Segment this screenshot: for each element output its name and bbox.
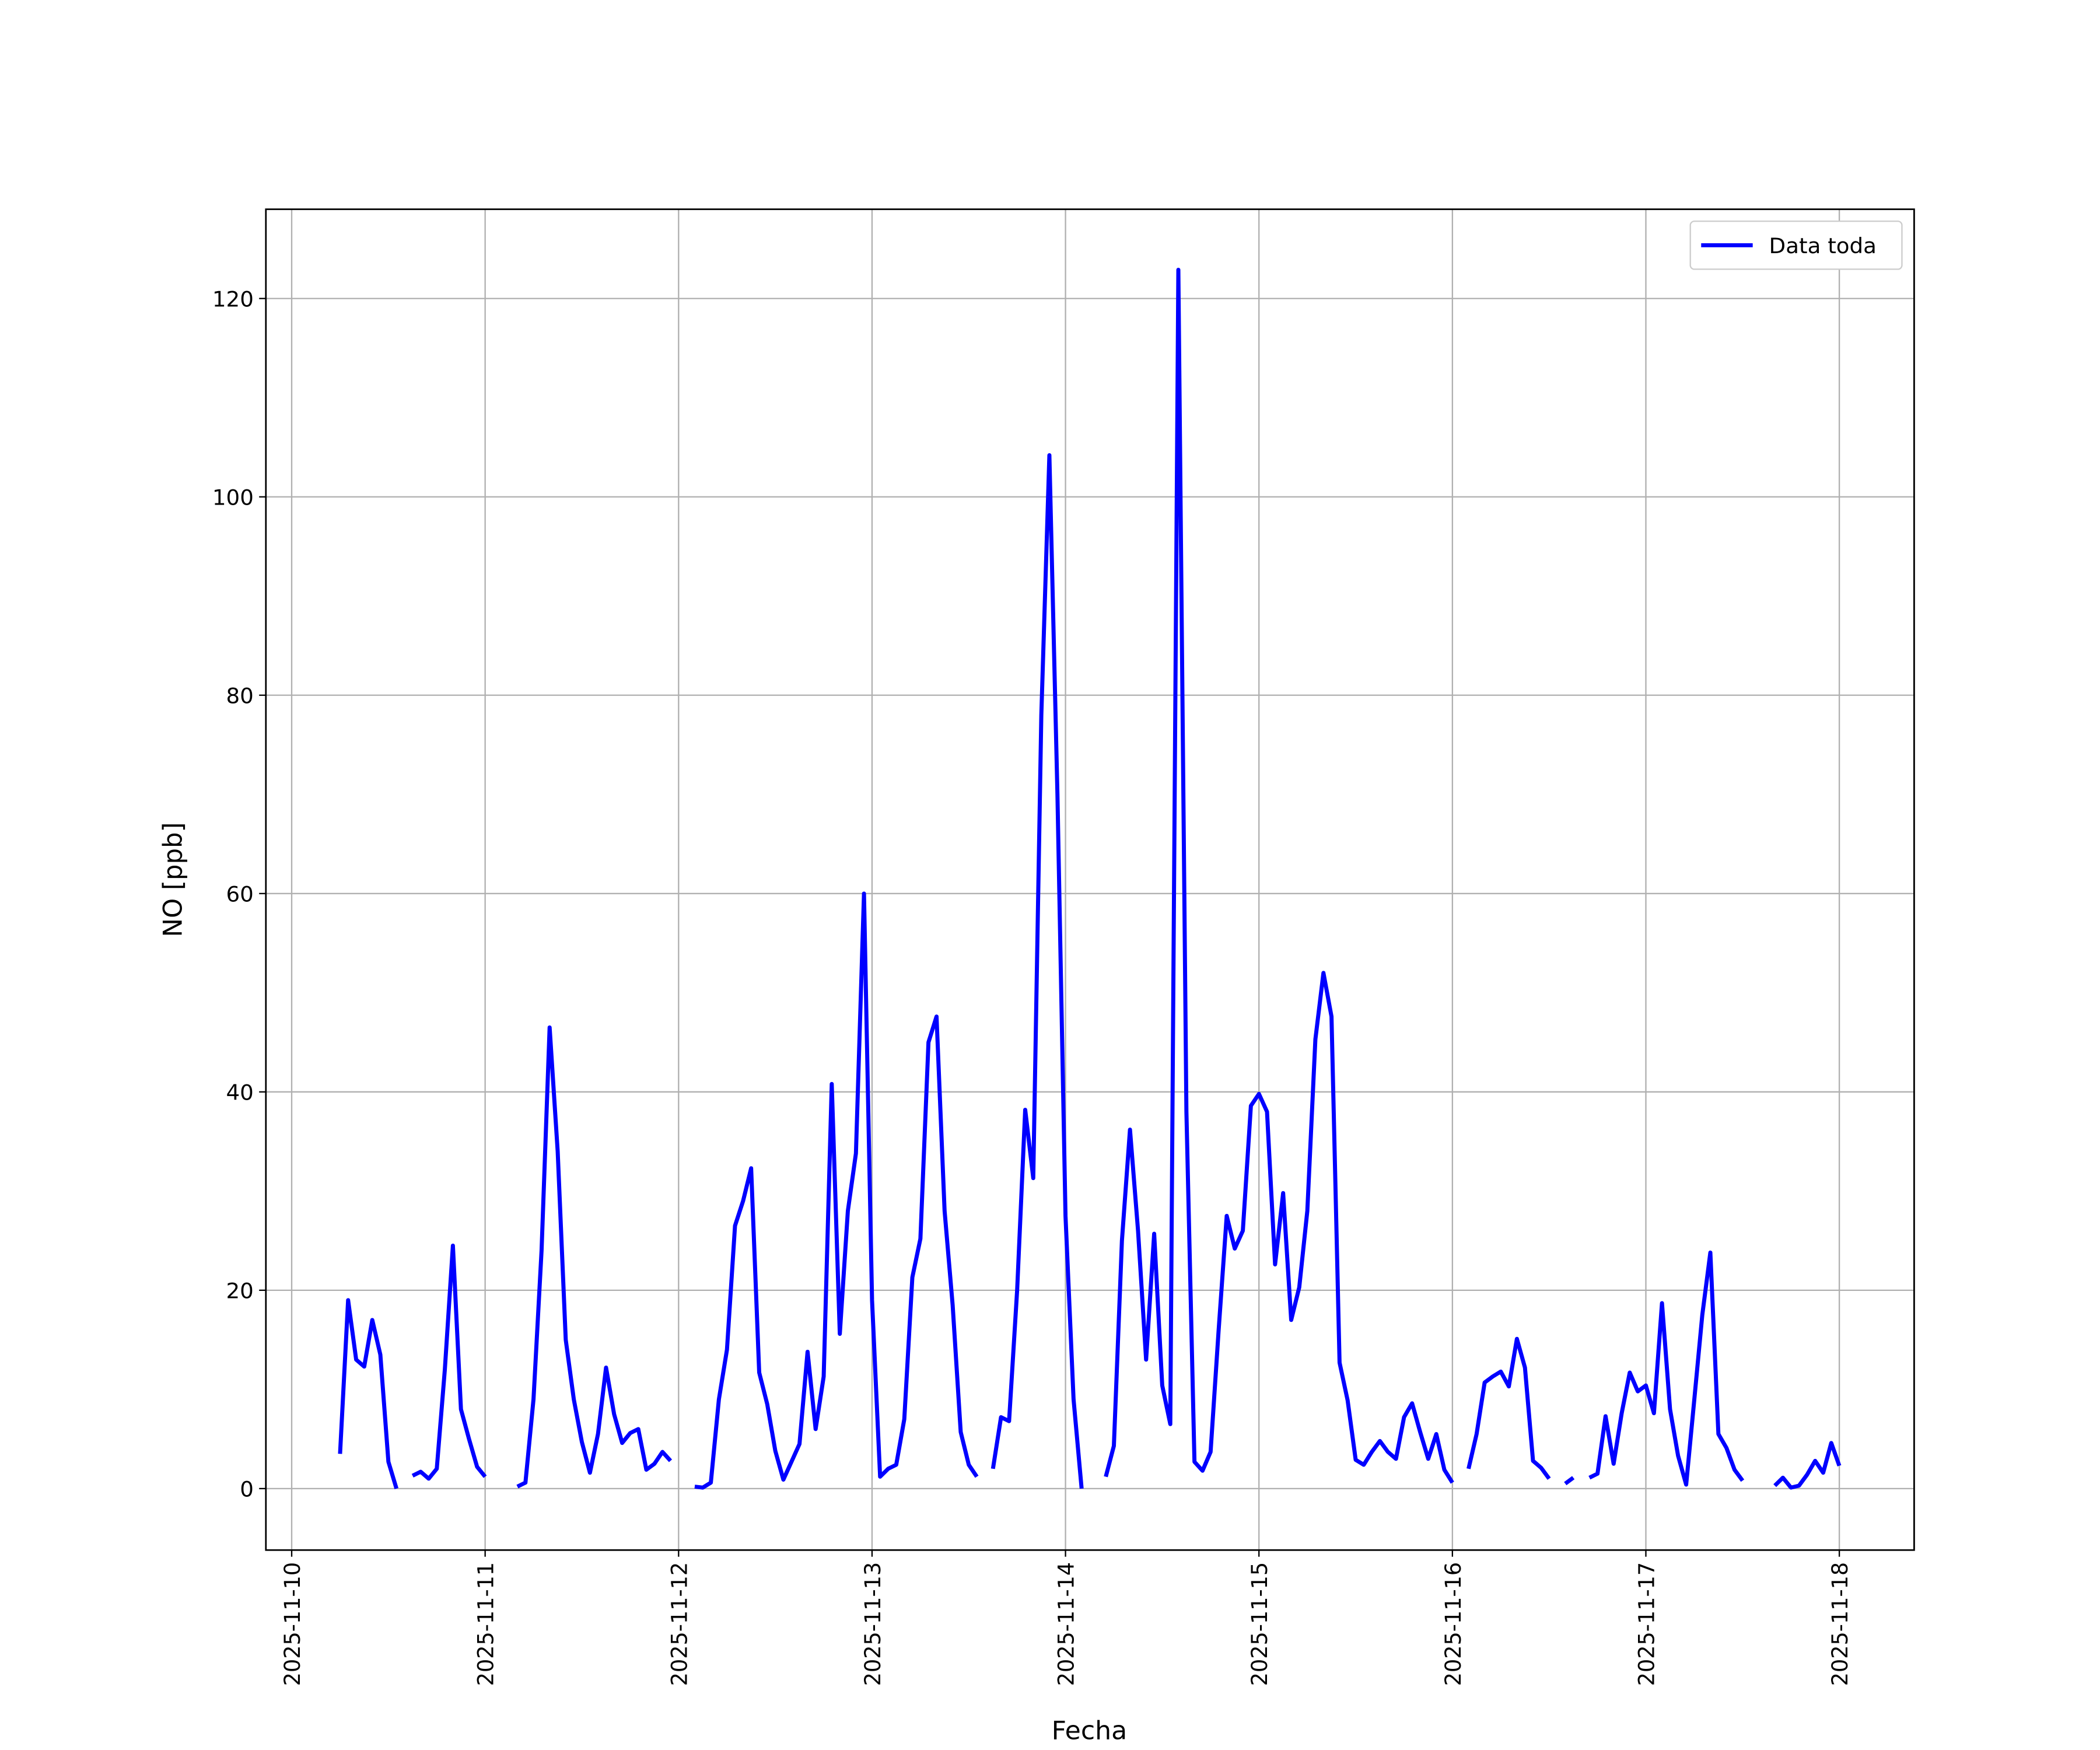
y-tick-label: 20 (226, 1279, 254, 1304)
y-tick-label: 0 (240, 1477, 254, 1502)
legend-box (1689, 220, 1903, 270)
y-tick-label: 120 (212, 287, 254, 312)
y-tick-label: 100 (212, 485, 254, 510)
x-tick-label: 2025-11-17 (1634, 1562, 1659, 1686)
ticks: 0 20 40 60 80 100 120 2025-11-10 2025-11-11 2025-… (212, 287, 1853, 1686)
x-tick-label: 2025-11-18 (1828, 1562, 1853, 1686)
x-axis-label: Fecha (1052, 1716, 1128, 1746)
y-tick-label: 40 (226, 1080, 254, 1105)
x-tick-label: 2025-11-15 (1247, 1562, 1272, 1686)
data-line (338, 268, 1842, 1490)
plot-area (338, 268, 1842, 1490)
x-tick-label: 2025-11-14 (1054, 1562, 1079, 1686)
y-tick-label: 60 (226, 882, 254, 907)
y-tick-label: 80 (226, 684, 254, 709)
legend: Data toda (1689, 220, 1903, 270)
legend-label: Data toda (1769, 233, 1877, 258)
x-tick-label: 2025-11-12 (667, 1562, 692, 1686)
x-tick-label: 2025-11-16 (1441, 1562, 1466, 1686)
x-tick-label: 2025-11-13 (860, 1562, 886, 1686)
y-axis-label: NO [ppb] (158, 822, 188, 937)
x-tick-label: 2025-11-11 (473, 1562, 498, 1686)
x-tick-label: 2025-11-10 (280, 1562, 305, 1686)
axes-frame (265, 208, 1915, 1551)
